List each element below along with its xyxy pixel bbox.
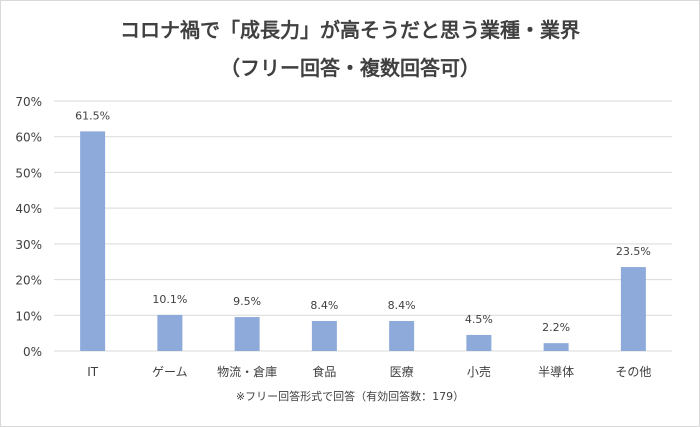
value-label: 9.5% bbox=[233, 295, 261, 308]
value-labels: 61.5% 10.1% 9.5% 8.4% 8.4% 4.5% 2.2% 23.5% bbox=[75, 109, 651, 334]
value-label: 8.4% bbox=[388, 299, 416, 312]
x-tick-label: ゲーム bbox=[152, 365, 188, 379]
x-tick-label: 食品 bbox=[312, 364, 336, 379]
y-tick-label: 30% bbox=[15, 238, 42, 252]
y-tick-label: 60% bbox=[15, 131, 42, 145]
y-tick-label: 10% bbox=[15, 309, 42, 323]
x-tick-label: IT bbox=[87, 365, 99, 379]
x-tick-label: 物流・倉庫 bbox=[217, 364, 277, 379]
y-axis-ticks: 0% 10% 20% 30% 40% 50% 60% 70% bbox=[15, 95, 42, 359]
bar bbox=[543, 343, 569, 351]
value-label: 8.4% bbox=[310, 299, 338, 312]
value-label: 4.5% bbox=[465, 313, 493, 326]
gridlines bbox=[54, 100, 672, 352]
y-tick-label: 70% bbox=[15, 95, 42, 109]
bar bbox=[466, 334, 492, 351]
y-tick-label: 20% bbox=[15, 274, 42, 288]
bar bbox=[157, 314, 183, 351]
x-tick-label: その他 bbox=[615, 365, 651, 379]
y-tick-label: 50% bbox=[15, 166, 42, 180]
bar bbox=[311, 321, 337, 351]
x-tick-label: 半導体 bbox=[538, 365, 574, 379]
footnote: ※フリー回答形式で回答（有効回答数：179） bbox=[235, 390, 465, 403]
chart-title: コロナ禍で「成長力」が高そうだと思う業種・業界 bbox=[120, 18, 580, 42]
y-tick-label: 0% bbox=[23, 345, 42, 359]
bars bbox=[80, 131, 646, 351]
value-label: 23.5% bbox=[616, 245, 651, 258]
value-label: 10.1% bbox=[152, 293, 187, 306]
x-tick-label: 医療 bbox=[390, 365, 414, 379]
bar bbox=[389, 321, 415, 351]
x-tick-label: 小売 bbox=[467, 364, 491, 379]
y-tick-label: 40% bbox=[15, 202, 42, 216]
x-axis-ticks: IT ゲーム 物流・倉庫 食品 医療 小売 半導体 その他 bbox=[87, 364, 651, 379]
bar bbox=[620, 267, 646, 351]
bar bbox=[80, 131, 106, 351]
value-label: 61.5% bbox=[75, 109, 110, 122]
value-label: 2.2% bbox=[542, 321, 570, 334]
bar bbox=[234, 317, 260, 351]
chart-subtitle: （フリー回答・複数回答可） bbox=[220, 56, 480, 80]
